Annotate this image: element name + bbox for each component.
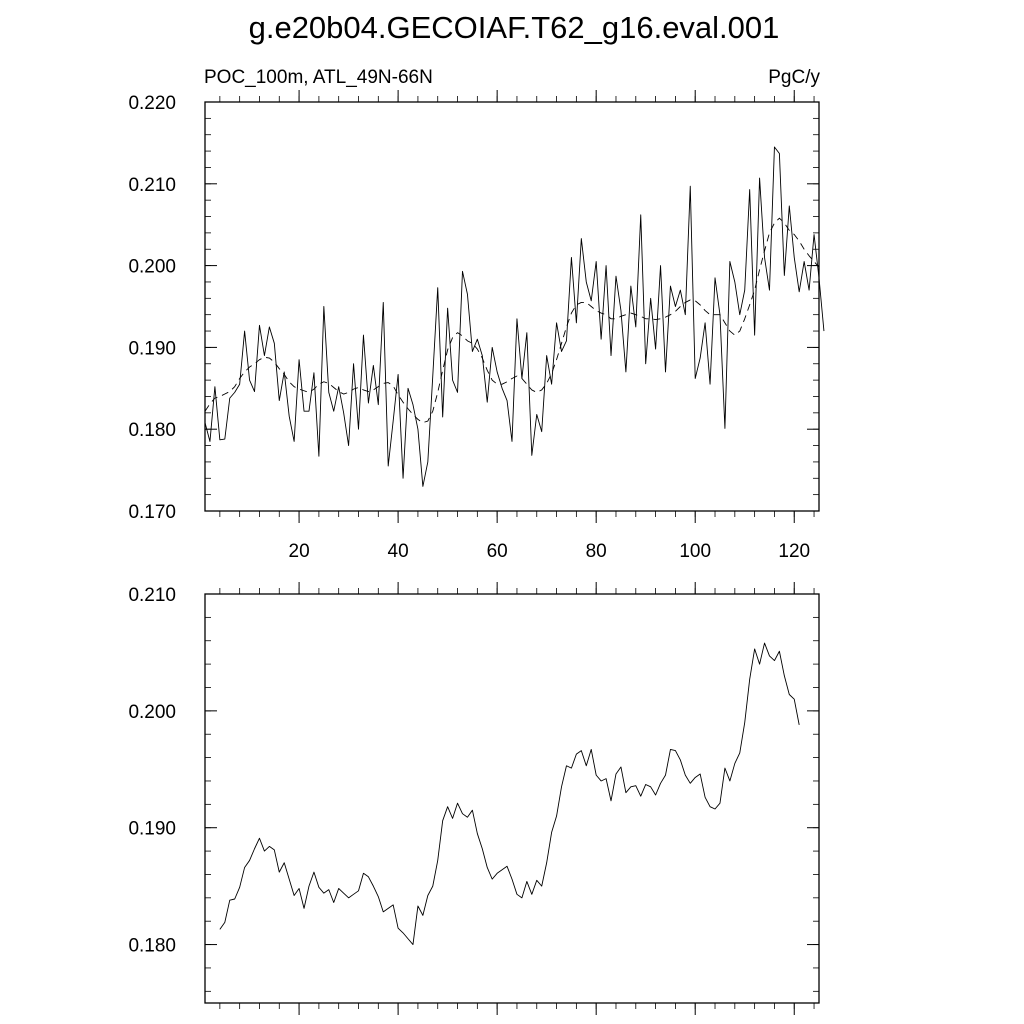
top-y-tick-label: 0.200: [128, 257, 176, 278]
figure-title: g.e20b04.GECOIAF.T62_g16.eval.001: [249, 10, 780, 45]
bottom-panel-series: [219, 642, 800, 946]
bottom-panel-axes: 0.180 0.190 0.200 0.210: [128, 582, 819, 1015]
top-panel-axes: 0.170 0.180 0.190 0.200 0.210 0.220 20 40 60 80 10…: [128, 90, 819, 562]
top-y-tick-label: 0.190: [128, 338, 176, 359]
top-series-line-0: [204, 146, 825, 487]
bottom-y-tick-label: 0.210: [128, 585, 176, 606]
bottom-panel: 0.180 0.190 0.200 0.210: [128, 582, 820, 1015]
top-x-tick-label: 100: [679, 541, 711, 562]
bottom-y-tick-label: 0.190: [128, 819, 176, 840]
top-x-tick-label: 20: [289, 541, 310, 562]
bottom-y-tick-label: 0.180: [128, 936, 176, 957]
top-x-tick-label: 40: [388, 541, 409, 562]
bottom-y-tick-label: 0.200: [128, 702, 176, 723]
top-x-tick-label: 60: [487, 541, 508, 562]
top-panel-frame: [204, 101, 820, 512]
top-y-tick-label: 0.170: [128, 502, 176, 523]
top-series-smoothed-dashed-line-1: [204, 217, 820, 424]
top-x-tick-label: 80: [586, 541, 607, 562]
bottom-series-line-0: [219, 642, 800, 946]
top-panel: POC_100m, ATL_49N-66N PgC/y 0.1700.1800.…: [128, 67, 825, 562]
top-panel-units-label: PgC/y: [768, 67, 820, 88]
top-y-tick-label: 0.210: [128, 175, 176, 196]
top-x-tick-label: 120: [778, 541, 810, 562]
top-y-tick-label: 0.180: [128, 420, 176, 441]
top-panel-left-label: POC_100m, ATL_49N-66N: [204, 67, 433, 88]
top-y-tick-label: 0.220: [128, 93, 176, 114]
top-panel-series: [204, 146, 825, 487]
bottom-panel-frame: [204, 593, 820, 1004]
